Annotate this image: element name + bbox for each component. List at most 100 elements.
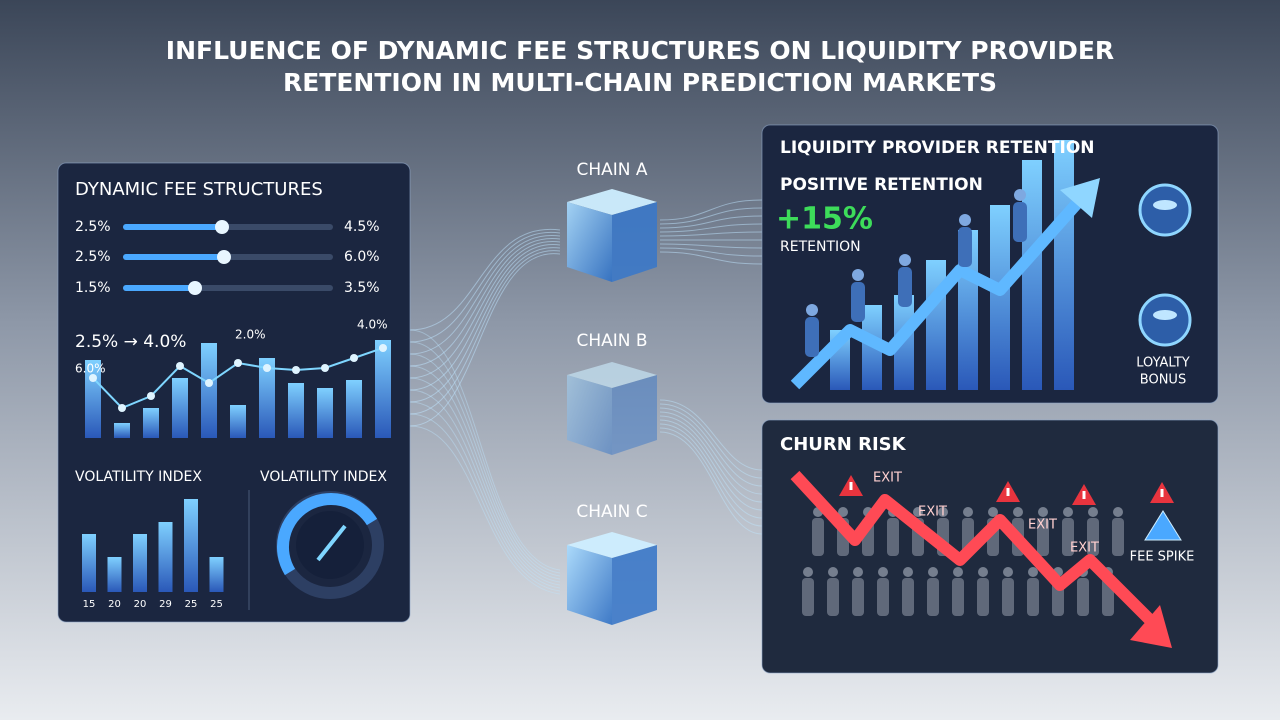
volatility-bar	[184, 499, 198, 592]
fee-dot	[89, 374, 97, 382]
churn-person-head	[1028, 567, 1038, 577]
fee-bar	[317, 388, 333, 438]
network-line	[659, 223, 763, 233]
fee-dot	[379, 344, 387, 352]
network-line	[409, 244, 561, 391]
churn-person-head	[963, 507, 973, 517]
chain-cube-right	[612, 202, 657, 282]
fee-dot	[321, 364, 329, 372]
network-line	[659, 207, 763, 225]
person-body	[958, 227, 972, 267]
exit-label: EXIT	[873, 471, 902, 486]
panel-title: DYNAMIC FEE STRUCTURES	[75, 179, 323, 200]
network-line	[409, 238, 561, 367]
network-line	[409, 425, 561, 595]
churn-person-body	[812, 518, 824, 556]
fee-dot	[118, 404, 126, 412]
churn-person-head	[1038, 507, 1048, 517]
churn-person-head	[1003, 567, 1013, 577]
network-line	[659, 415, 763, 503]
warning-mark	[849, 482, 853, 490]
fee-bar	[201, 343, 217, 438]
fee-bar	[230, 405, 246, 438]
churn-person-head	[1013, 507, 1023, 517]
churn-person-body	[1112, 518, 1124, 556]
network-line	[659, 407, 763, 487]
person-head	[852, 269, 864, 281]
network-line	[409, 253, 561, 427]
churn-person-body	[927, 578, 939, 616]
gauge-arc	[277, 492, 378, 576]
churn-person-body	[1087, 518, 1099, 556]
network-line	[409, 401, 561, 589]
fee-dot	[147, 392, 155, 400]
network-line	[409, 329, 561, 571]
slider-max: 3.5%	[344, 280, 380, 296]
fee-dot	[205, 379, 213, 387]
network-line	[409, 377, 561, 583]
exit-label: EXIT	[1028, 518, 1057, 533]
chain-cube-right	[612, 545, 657, 625]
network-line	[409, 228, 561, 331]
churn-person-body	[952, 578, 964, 616]
churn-person-body	[1062, 518, 1074, 556]
person-body	[805, 317, 819, 357]
churn-person-body	[977, 578, 989, 616]
volatility-bar	[133, 534, 147, 592]
network-line	[659, 403, 763, 479]
network-line	[659, 199, 763, 221]
network-line	[659, 411, 763, 495]
fee-bar	[114, 423, 130, 438]
person-body	[1013, 202, 1027, 242]
network-line	[659, 399, 763, 471]
person-head	[959, 214, 971, 226]
volatility-title: VOLATILITY INDEX	[75, 469, 202, 485]
churn-person-head	[878, 567, 888, 577]
title-line: RETENTION IN MULTI-CHAIN PREDICTION MARK…	[283, 68, 997, 97]
exit-label: EXIT	[1070, 541, 1099, 556]
churn-person-body	[802, 578, 814, 616]
volatility-bar	[209, 557, 224, 592]
decorations: 2.5% 4.5% 2.5% 6.0% 1.5% 3.5% 15 20 20 29 25 25 EXIT…	[75, 140, 1192, 648]
volatility-tick: 15	[83, 599, 96, 610]
slider-knob	[188, 281, 202, 295]
network-line	[409, 232, 561, 343]
churn-person-body	[1077, 578, 1089, 616]
churn-person-head	[938, 507, 948, 517]
slider-fill	[123, 254, 224, 260]
panel-title: LIQUIDITY PROVIDER RETENTION	[780, 138, 1095, 158]
slider-min: 1.5%	[75, 280, 111, 296]
churn-person-body	[887, 518, 899, 556]
fee-dot	[292, 366, 300, 374]
slider-fill	[123, 224, 222, 230]
person-head	[899, 254, 911, 266]
title-line: INFLUENCE OF DYNAMIC FEE STRUCTURES ON L…	[166, 36, 1114, 65]
fee-bar	[346, 380, 362, 438]
fee-panel	[57, 162, 411, 623]
retention-bar	[926, 260, 946, 390]
churn-person-head	[1088, 507, 1098, 517]
churn-person-head	[828, 567, 838, 577]
chain-cube-right	[612, 375, 657, 455]
slider-max: 4.5%	[344, 219, 380, 235]
network-line	[409, 250, 561, 415]
exit-label: EXIT	[918, 505, 947, 520]
bar-label: 6.0%	[75, 362, 106, 376]
slider-min: 2.5%	[75, 219, 111, 235]
slider-knob	[215, 220, 229, 234]
fee-dot	[176, 362, 184, 370]
retention-label: RETENTION	[780, 239, 861, 255]
network-line	[409, 341, 561, 574]
churn-person-body	[827, 578, 839, 616]
volatility-bar	[82, 534, 96, 592]
warning-mark	[1160, 489, 1164, 497]
retention-change: +15%	[776, 202, 873, 237]
churn-person-head	[903, 567, 913, 577]
network-line	[409, 241, 561, 379]
churn-person-head	[928, 567, 938, 577]
fee-bar	[259, 358, 275, 438]
chain-label: CHAIN B	[576, 331, 647, 351]
network-line	[409, 365, 561, 580]
